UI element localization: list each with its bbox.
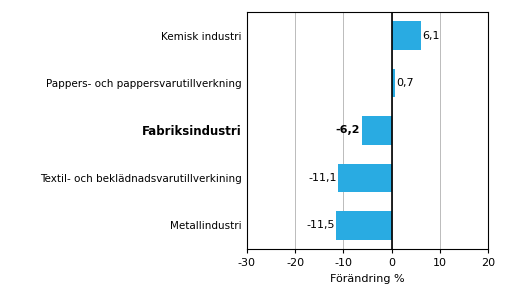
Bar	[338, 164, 392, 192]
Text: 0,7: 0,7	[396, 78, 414, 88]
Bar	[392, 22, 421, 50]
X-axis label: Förändring %: Förändring %	[330, 274, 405, 284]
Text: -11,1: -11,1	[308, 173, 337, 183]
Text: -11,5: -11,5	[306, 220, 334, 230]
Bar	[336, 211, 392, 239]
Text: 6,1: 6,1	[423, 31, 440, 41]
Bar	[392, 69, 395, 97]
Text: -6,2: -6,2	[336, 125, 360, 136]
Bar	[362, 116, 392, 145]
